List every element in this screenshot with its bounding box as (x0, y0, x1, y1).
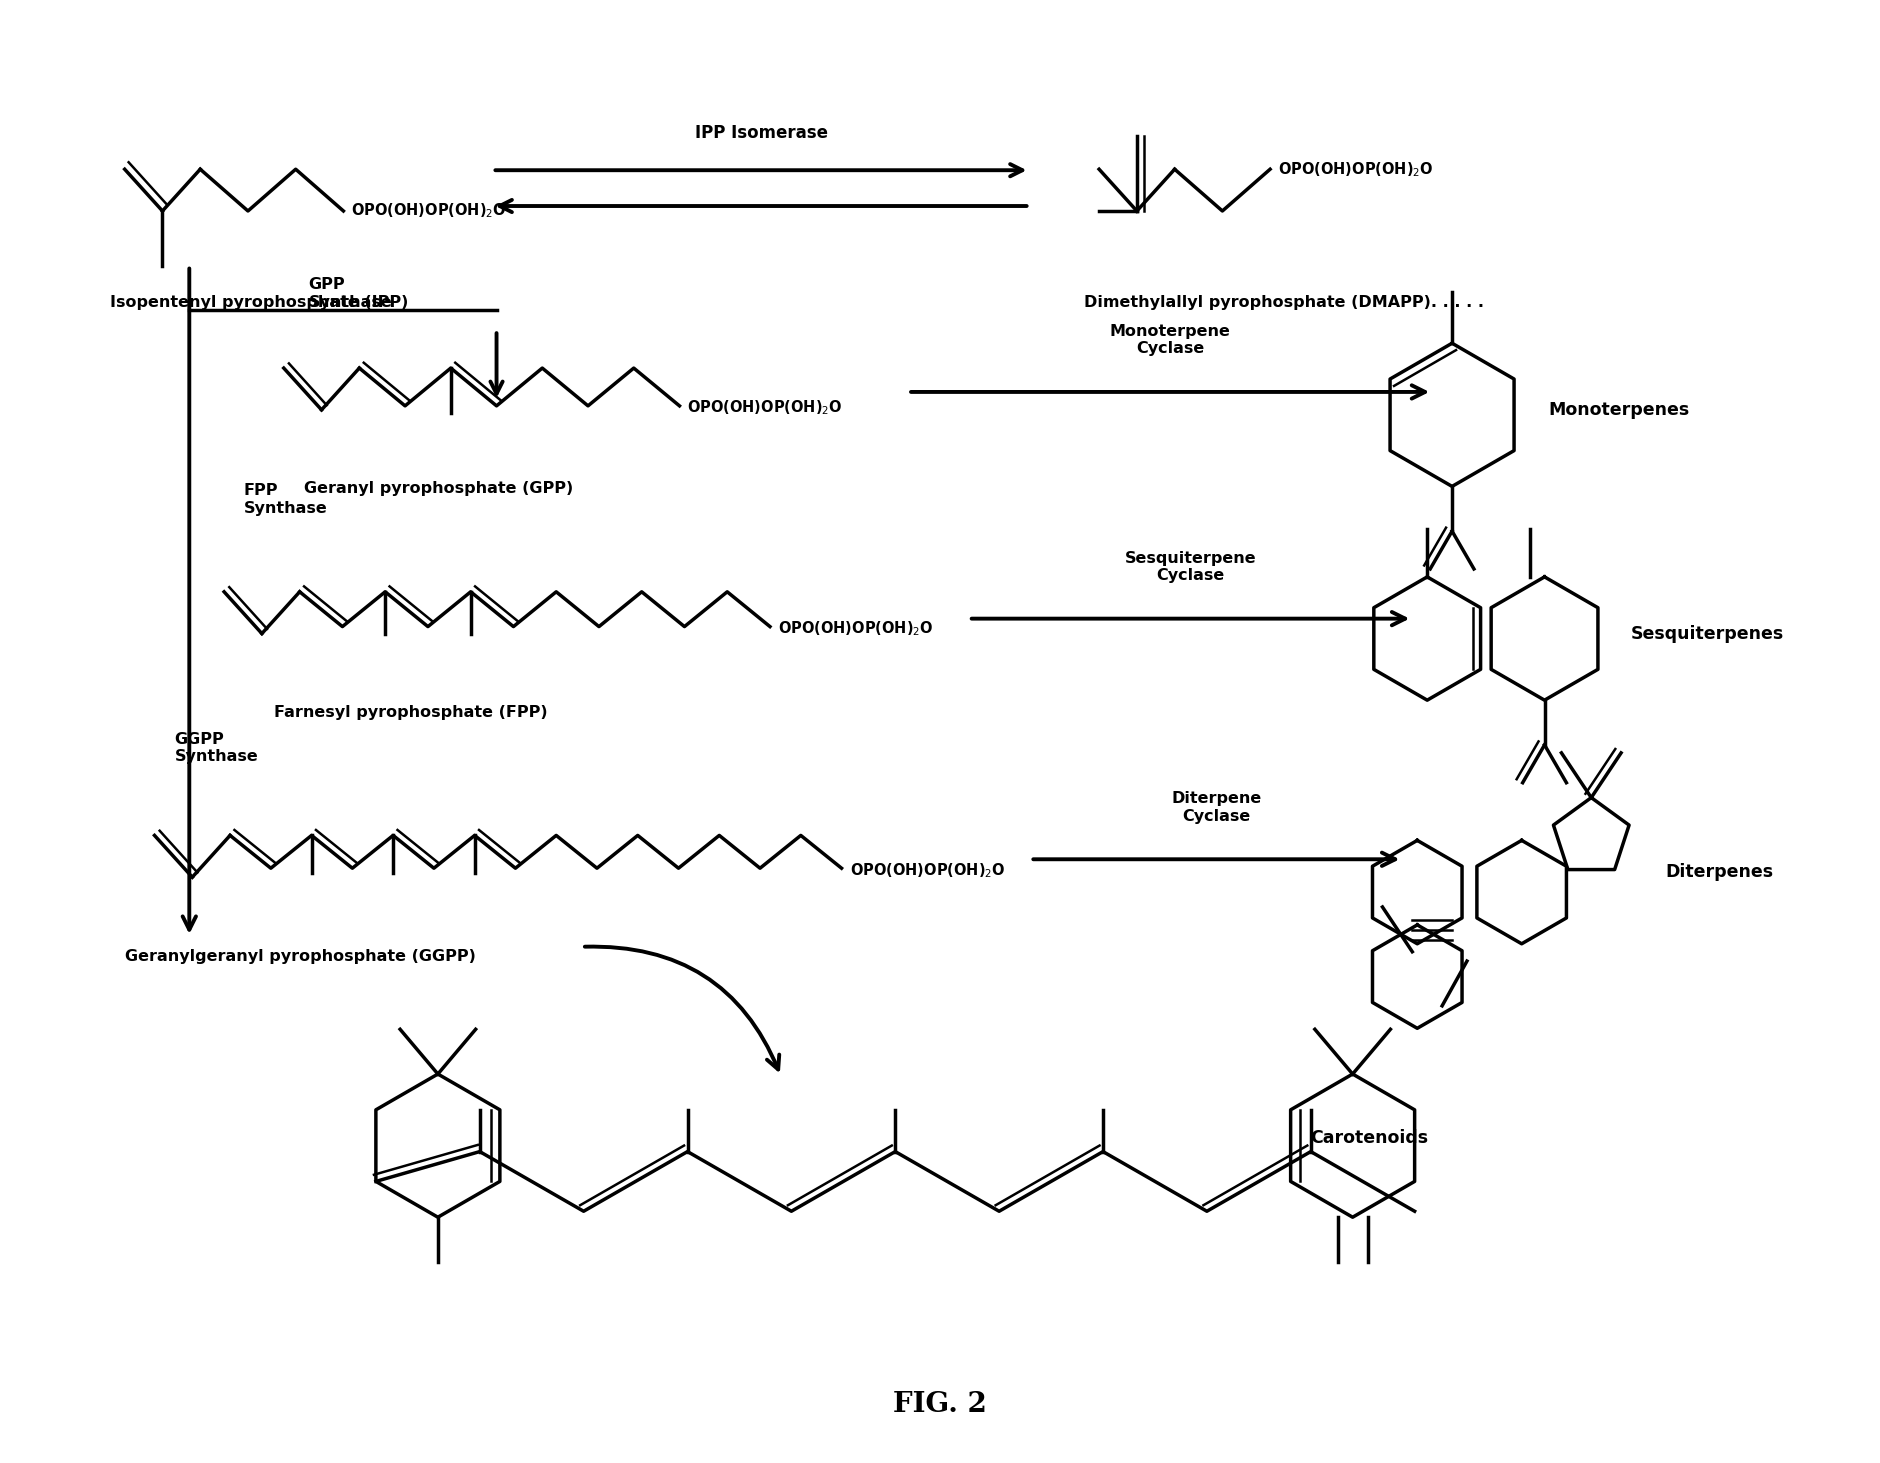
Text: FPP
Synthase: FPP Synthase (244, 483, 327, 515)
Text: IPP Isomerase: IPP Isomerase (694, 124, 827, 142)
Text: Carotenoids: Carotenoids (1310, 1128, 1429, 1147)
Text: Dimethylallyl pyrophosphate (DMAPP). . . . .: Dimethylallyl pyrophosphate (DMAPP). . .… (1085, 296, 1483, 310)
Text: OPO(OH)OP(OH)$_2$O: OPO(OH)OP(OH)$_2$O (352, 202, 508, 221)
Text: Diterpene
Cyclase: Diterpene Cyclase (1171, 791, 1261, 824)
Text: GGPP
Synthase: GGPP Synthase (175, 732, 258, 764)
Text: FIG. 2: FIG. 2 (893, 1391, 987, 1418)
Text: GPP
Synthase: GPP Synthase (308, 278, 393, 310)
Text: Sesquiterpene
Cyclase: Sesquiterpene Cyclase (1124, 550, 1256, 584)
Text: OPO(OH)OP(OH)$_2$O: OPO(OH)OP(OH)$_2$O (778, 619, 934, 638)
Text: Monoterpenes: Monoterpenes (1549, 401, 1690, 418)
Text: Farnesyl pyrophosphate (FPP): Farnesyl pyrophosphate (FPP) (274, 705, 547, 720)
Text: OPO(OH)OP(OH)$_2$O: OPO(OH)OP(OH)$_2$O (850, 860, 1006, 879)
Text: Diterpenes: Diterpenes (1666, 863, 1775, 881)
Text: Sesquiterpenes: Sesquiterpenes (1632, 625, 1784, 642)
Text: OPO(OH)OP(OH)$_2$O: OPO(OH)OP(OH)$_2$O (688, 398, 842, 417)
Text: OPO(OH)OP(OH)$_2$O: OPO(OH)OP(OH)$_2$O (1278, 159, 1434, 178)
Text: Geranyl pyrophosphate (GPP): Geranyl pyrophosphate (GPP) (305, 481, 573, 496)
Text: Geranylgeranyl pyrophosphate (GGPP): Geranylgeranyl pyrophosphate (GGPP) (124, 948, 476, 964)
Text: Monoterpene
Cyclase: Monoterpene Cyclase (1109, 323, 1231, 357)
Text: Isopentenyl pyrophosphate (IPP): Isopentenyl pyrophosphate (IPP) (109, 296, 408, 310)
